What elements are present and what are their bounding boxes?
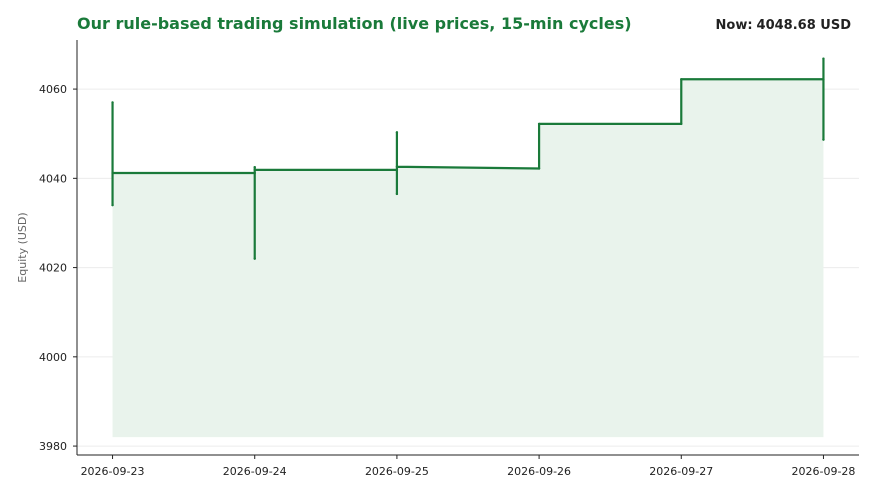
equity-line [111, 57, 825, 260]
current-equity-prefix: Now: [715, 18, 753, 33]
equity-point [253, 168, 256, 172]
equity-point [111, 203, 114, 207]
chart-title: Our rule-based trading simulation (live … [77, 14, 632, 33]
equity-point [680, 122, 683, 126]
y-tick-label: 4060 [39, 83, 67, 96]
x-tick-label: 2026-09-26 [507, 465, 571, 478]
y-tick-label: 4000 [39, 351, 67, 364]
equity-point [395, 168, 399, 172]
equity-point [822, 138, 825, 141]
x-tick-label: 2026-09-25 [365, 465, 429, 478]
x-tick-label: 2026-09-24 [223, 465, 287, 478]
x-tick-label: 2026-09-27 [649, 465, 713, 478]
equity-point [395, 192, 399, 196]
equity-point [537, 122, 541, 126]
equity-point [822, 57, 825, 60]
equity-point [395, 165, 399, 168]
current-equity-value: 4048.68 USD [756, 18, 851, 33]
x-tick-label: 2026-09-23 [81, 465, 145, 478]
equity-point [111, 171, 114, 175]
equity-area-fill [112, 58, 824, 438]
current-equity-label: Now: 4048.68 USD [716, 18, 851, 33]
equity-point [111, 101, 114, 104]
x-tick-label: 2026-09-28 [791, 465, 855, 478]
y-tick-label: 4020 [39, 262, 67, 275]
y-tick-label: 3980 [39, 440, 67, 453]
equity-point [680, 78, 683, 81]
equity-point [395, 131, 399, 134]
y-tick-label: 4040 [39, 172, 67, 185]
equity-point [253, 165, 256, 169]
equity-point [822, 78, 825, 81]
equity-point [537, 167, 541, 170]
equity-point [253, 171, 256, 175]
y-axis-label: Equity (USD) [16, 212, 29, 282]
equity-point [253, 257, 256, 260]
